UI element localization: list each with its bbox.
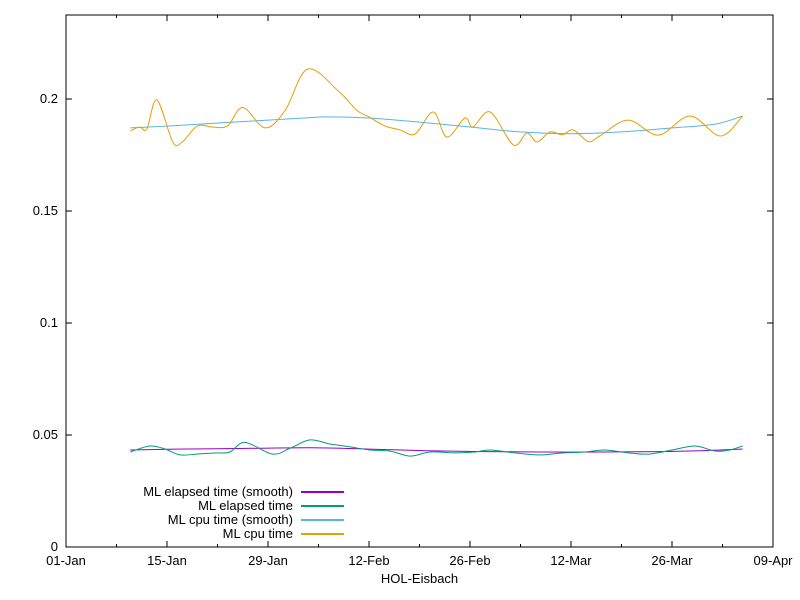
series-line-3 bbox=[130, 68, 744, 147]
legend: ML elapsed time (smooth) ML elapsed time… bbox=[0, 485, 344, 541]
x-tick-label: 29-Jan bbox=[248, 553, 288, 568]
x-tick-label: 01-Jan bbox=[46, 553, 86, 568]
y-tick-label: 0.1 bbox=[40, 315, 58, 330]
y-tick-label: 0 bbox=[51, 539, 58, 554]
legend-line-sample bbox=[301, 491, 344, 493]
legend-line-sample bbox=[301, 519, 344, 521]
legend-label: ML cpu time (smooth) bbox=[167, 512, 293, 527]
series-line-2 bbox=[130, 115, 743, 135]
y-tick-label: 0.15 bbox=[33, 203, 58, 218]
legend-item-cpu-smooth: ML cpu time (smooth) bbox=[0, 513, 344, 527]
series-line-1 bbox=[130, 439, 743, 457]
legend-item-elapsed: ML elapsed time bbox=[0, 499, 344, 513]
y-tick-label: 0.2 bbox=[40, 91, 58, 106]
x-axis-label: HOL-Eisbach bbox=[380, 571, 459, 586]
legend-label: ML cpu time bbox=[222, 526, 293, 541]
x-tick-label: 09-Apr bbox=[753, 553, 793, 568]
series-line-0 bbox=[130, 447, 743, 453]
x-tick-label: 12-Mar bbox=[550, 553, 592, 568]
plot-border bbox=[65, 14, 774, 548]
x-tick-label: 26-Mar bbox=[651, 553, 693, 568]
y-tick-label: 0.05 bbox=[33, 427, 58, 442]
legend-line-sample bbox=[301, 505, 344, 507]
legend-label: ML elapsed time (smooth) bbox=[143, 484, 293, 499]
x-tick-label: 15-Jan bbox=[147, 553, 187, 568]
legend-label: ML elapsed time bbox=[198, 498, 293, 513]
legend-item-cpu: ML cpu time bbox=[0, 527, 344, 541]
x-tick-label: 26-Feb bbox=[449, 553, 490, 568]
legend-item-elapsed-smooth: ML elapsed time (smooth) bbox=[0, 485, 344, 499]
x-tick-label: 12-Feb bbox=[348, 553, 389, 568]
legend-line-sample bbox=[301, 533, 344, 535]
